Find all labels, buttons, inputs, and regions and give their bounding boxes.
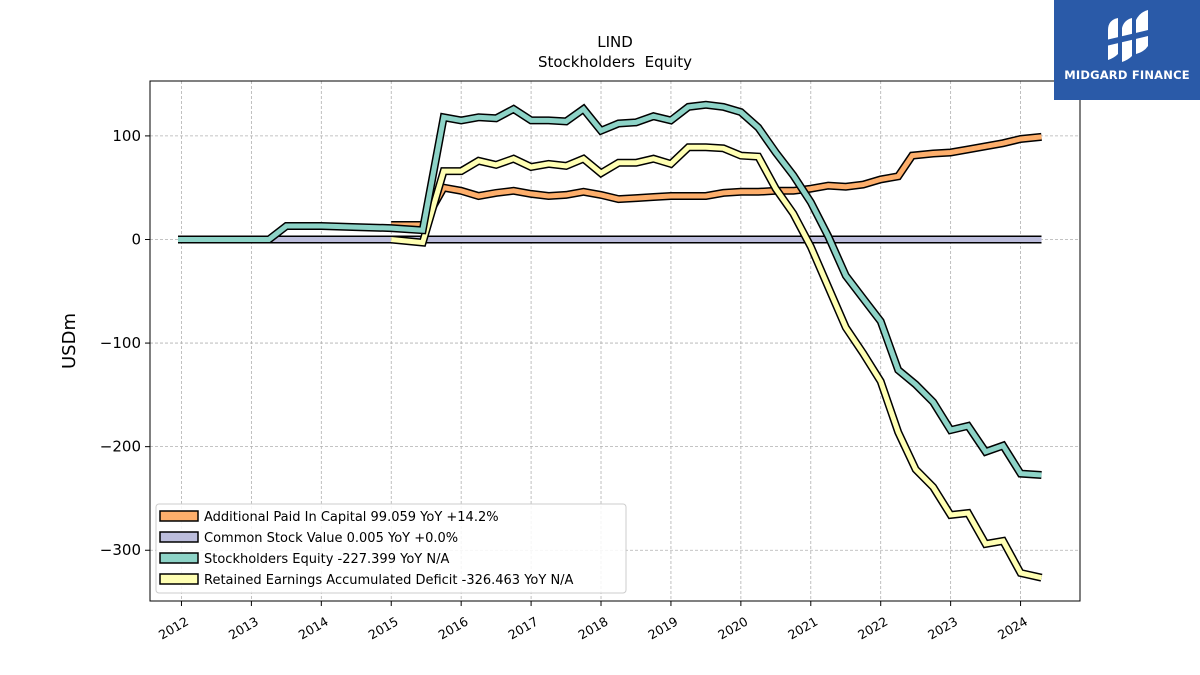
legend-swatch <box>159 510 199 522</box>
y-tick-label: −100 <box>100 334 141 352</box>
legend-entry: Additional Paid In Capital 99.059 YoY +1… <box>204 510 499 525</box>
x-tick-label: 2016 <box>436 614 471 643</box>
legend-swatch <box>159 552 199 564</box>
legend-swatch <box>159 531 199 543</box>
plot-area <box>178 100 1043 582</box>
x-tick-label: 2014 <box>296 614 331 643</box>
x-tick-label: 2018 <box>575 614 610 643</box>
legend-swatch <box>159 573 199 585</box>
brand-name: MIDGARD FINANCE <box>1064 68 1190 82</box>
legend: Additional Paid In Capital 99.059 YoY +1… <box>155 503 627 594</box>
x-tick-label: 2017 <box>506 614 541 643</box>
legend-entry: Stockholders Equity -227.399 YoY N/A <box>204 552 449 567</box>
x-tick-label: 2013 <box>226 614 261 643</box>
legend-box <box>155 503 627 594</box>
x-tick-label: 2021 <box>785 614 820 643</box>
y-tick-label: 100 <box>112 127 141 145</box>
y-axis-label: USDm <box>59 313 80 369</box>
x-axis: 2012 2013 2014 2015 2016 2017 2018 2019 2020 2021… <box>156 601 1030 643</box>
chart-title: LIND <box>597 33 633 51</box>
series-line <box>178 102 1042 478</box>
series-line <box>390 144 1043 581</box>
brand-logo: MIDGARD FINANCE <box>1054 0 1200 100</box>
legend-entry: Retained Earnings Accumulated Deficit -3… <box>204 573 574 588</box>
x-tick-label: 2022 <box>855 614 890 643</box>
x-tick-label: 2020 <box>715 614 750 643</box>
midgard-logo-icon <box>1106 10 1148 62</box>
series-line <box>391 134 1042 228</box>
x-tick-label: 2023 <box>925 614 960 643</box>
x-tick-label: 2015 <box>366 614 401 643</box>
y-axis: 100 0 −100 −200 −300 <box>100 127 150 559</box>
plot-frame <box>149 80 1081 602</box>
y-tick-label: −200 <box>100 438 141 456</box>
x-tick-label: 2019 <box>645 614 680 643</box>
chart-subtitle: Stockholders Equity <box>538 53 692 71</box>
x-tick-label: 2024 <box>995 614 1030 643</box>
legend-entry: Common Stock Value 0.005 YoY +0.0% <box>204 531 458 546</box>
y-tick-label: −300 <box>100 541 141 559</box>
y-tick-label: 0 <box>131 230 141 248</box>
x-tick-label: 2012 <box>156 614 191 643</box>
